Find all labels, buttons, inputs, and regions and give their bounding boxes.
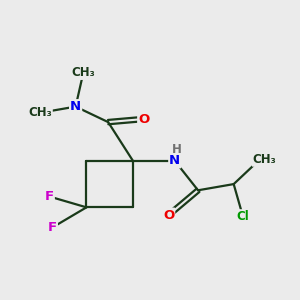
- Text: N: N: [169, 154, 180, 167]
- Text: H: H: [172, 142, 182, 156]
- Text: N: N: [70, 100, 81, 113]
- Text: CH₃: CH₃: [28, 106, 52, 119]
- Text: F: F: [48, 221, 57, 234]
- Text: O: O: [163, 208, 174, 222]
- Text: F: F: [45, 190, 54, 203]
- Text: O: O: [138, 112, 149, 125]
- Text: CH₃: CH₃: [71, 66, 95, 79]
- Text: Cl: Cl: [237, 210, 249, 223]
- Text: CH₃: CH₃: [253, 153, 277, 166]
